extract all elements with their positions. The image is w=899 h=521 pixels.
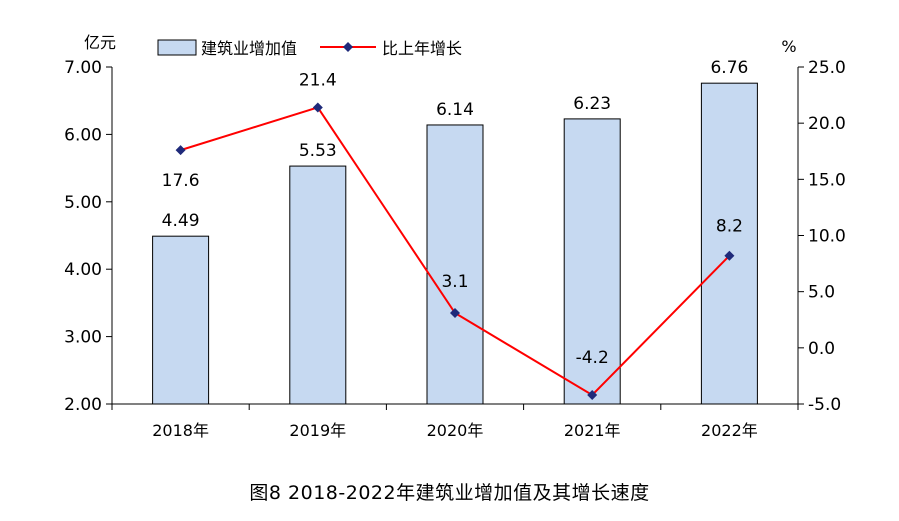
y-left-tick-label: 2.00 <box>64 395 102 415</box>
x-tick-label: 2018年 <box>152 421 209 440</box>
line-value-label: -4.2 <box>576 348 609 368</box>
bar-value-label: 6.23 <box>573 94 611 114</box>
legend-line-marker <box>343 42 353 52</box>
line-value-label: 3.1 <box>441 272 468 292</box>
line-point <box>724 250 735 261</box>
x-tick-label: 2021年 <box>564 421 621 440</box>
y-right-unit: % <box>781 37 796 56</box>
y-right-tick-label: 20.0 <box>808 114 846 134</box>
bar-value-label: 6.76 <box>710 58 748 78</box>
line-value-label: 17.6 <box>162 171 200 191</box>
legend-bar-label: 建筑业增加值 <box>201 39 297 58</box>
bar-value-label: 4.49 <box>162 211 200 231</box>
bar <box>700 82 758 405</box>
legend-line-label: 比上年增长 <box>382 39 462 58</box>
chart: 7.00 6.00 5.00 4.00 3.00 2.00 25.0 20.0 15.0 10.0… <box>64 33 846 440</box>
data-labels: 4.49 5.53 6.14 6.23 6.76 17.6 21.4 3.1 -4.2 8.2 <box>162 58 749 368</box>
y-right-tick-label: -5.0 <box>808 395 841 415</box>
legend: 建筑业增加值 比上年增长 <box>157 39 462 58</box>
x-tick-label: 2020年 <box>427 421 484 440</box>
line-value-label: 21.4 <box>299 70 337 90</box>
x-tick-label: 2022年 <box>701 421 758 440</box>
y-right-tick-label: 15.0 <box>808 170 846 190</box>
bar <box>563 118 621 405</box>
x-tick-label: 2019年 <box>289 421 346 440</box>
bar <box>426 124 484 405</box>
y-left-tick-label: 5.00 <box>64 193 102 213</box>
bar-value-label: 6.14 <box>436 100 474 120</box>
chart-title: 图8 2018-2022年建筑业增加值及其增长速度 <box>249 482 650 504</box>
y-right-tick-label: 25.0 <box>808 58 846 78</box>
y-left-unit: 亿元 <box>84 33 116 52</box>
legend-bar-swatch <box>157 39 197 56</box>
line-series <box>175 102 735 401</box>
y-left-tick-label: 4.00 <box>64 260 102 280</box>
bar-series <box>152 82 758 405</box>
y-right-tick-label: 0.0 <box>808 339 835 359</box>
y-left-tick-label: 3.00 <box>64 328 102 348</box>
line-point <box>450 308 460 319</box>
y-right-tick-label: 5.0 <box>808 283 835 303</box>
axes: 7.00 6.00 5.00 4.00 3.00 2.00 25.0 20.0 15.0 10.0… <box>64 33 846 440</box>
bar <box>152 235 210 405</box>
line-value-label: 8.2 <box>716 217 743 237</box>
y-right-tick-label: 10.0 <box>808 227 846 247</box>
y-left-tick-label: 6.00 <box>64 125 102 145</box>
line-point <box>587 390 598 401</box>
line-point <box>312 102 323 113</box>
bar-value-label: 5.53 <box>299 141 337 161</box>
bar <box>289 165 347 405</box>
y-left-tick-label: 7.00 <box>64 58 102 78</box>
line-point <box>175 145 186 156</box>
